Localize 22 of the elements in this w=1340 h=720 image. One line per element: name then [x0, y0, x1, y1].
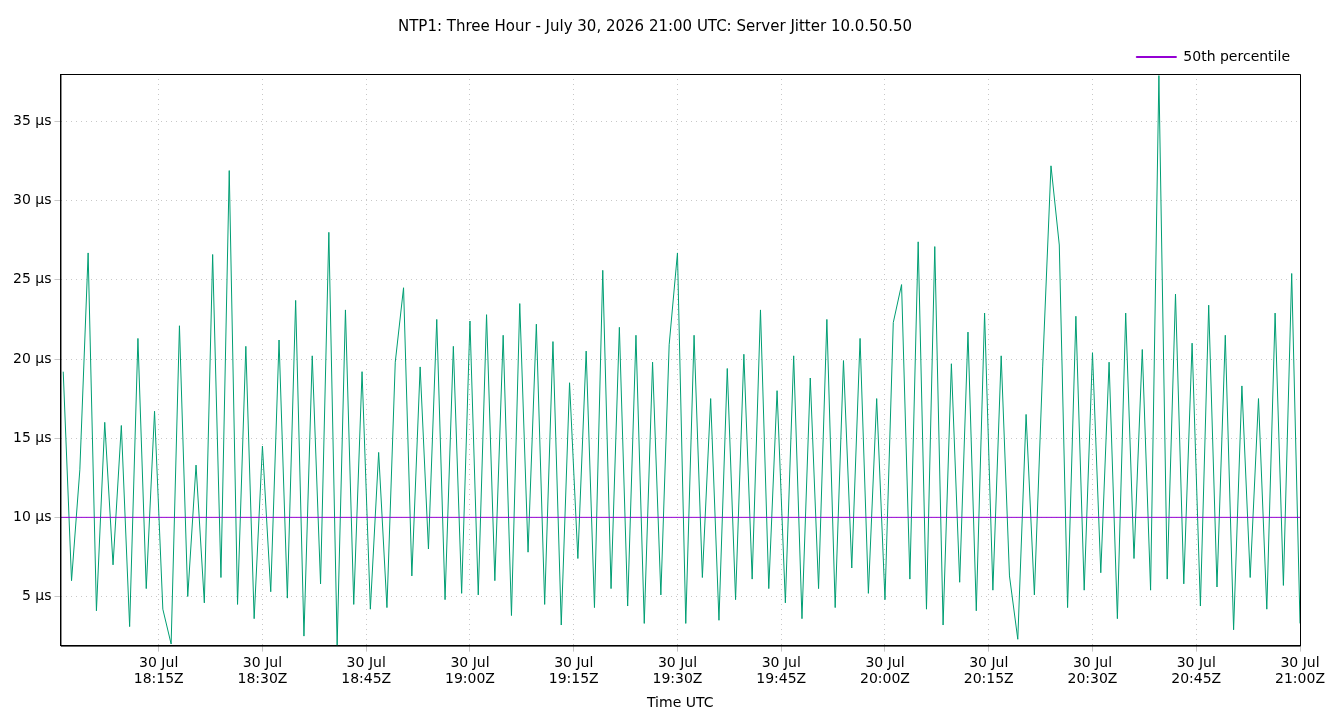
x-tick-label: 30 Jul 21:00Z	[1275, 653, 1325, 687]
legend-label: 50th percentile	[1183, 47, 1290, 64]
y-tick-label: 25 µs	[13, 270, 52, 287]
y-tick-label: 20 µs	[13, 349, 52, 366]
x-tick-label: 30 Jul 19:15Z	[548, 653, 599, 687]
x-axis-title: Time UTC	[646, 694, 714, 711]
x-tick-label: 30 Jul 18:30Z	[237, 653, 288, 687]
y-tick-label: 15 µs	[13, 428, 52, 445]
chart-title: NTP1: Three Hour - July 30, 2026 21:00 UTC: Server Jitter 10.0.50.50	[397, 16, 913, 35]
x-tick-label: 30 Jul 18:15Z	[133, 653, 184, 687]
x-tick-label: 30 Jul 18:45Z	[341, 653, 392, 687]
y-tick-label: 35 µs	[13, 112, 52, 129]
y-tick-label: 30 µs	[13, 191, 52, 208]
y-tick-label: 5 µs	[21, 587, 52, 604]
x-tick-label: 30 Jul 19:00Z	[444, 653, 495, 687]
y-tick-label: 10 µs	[13, 507, 52, 524]
x-tick-label: 30 Jul 20:15Z	[963, 653, 1014, 687]
x-tick-label: 30 Jul 19:30Z	[652, 653, 703, 687]
x-tick-label: 30 Jul 20:45Z	[1171, 653, 1222, 687]
x-tick-label: 30 Jul 20:00Z	[860, 653, 910, 687]
x-tick-label: 30 Jul 19:45Z	[756, 653, 807, 687]
x-tick-label: 30 Jul 20:30Z	[1067, 653, 1118, 687]
